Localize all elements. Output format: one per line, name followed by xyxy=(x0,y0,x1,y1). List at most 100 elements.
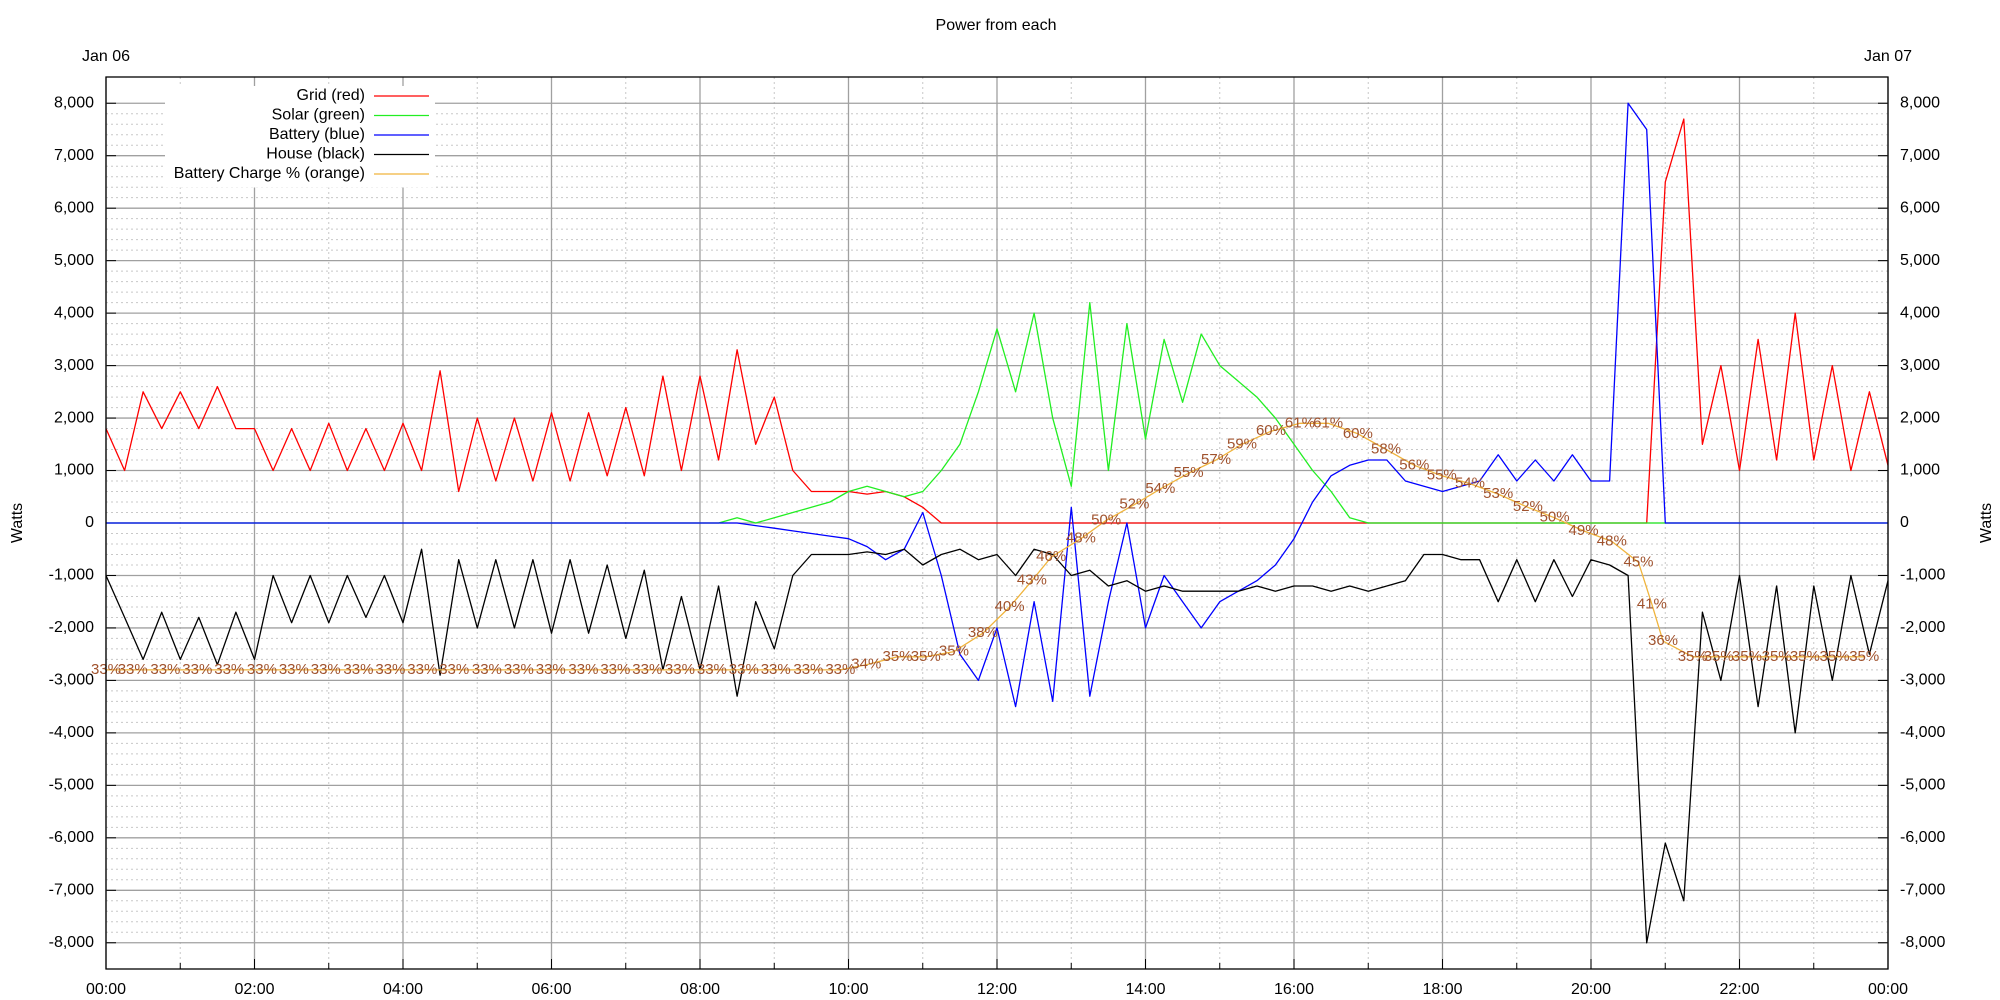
x-tick-label: 18:00 xyxy=(1422,981,1462,998)
y2-tick-label: 5,000 xyxy=(1900,252,1940,269)
y2-tick-label: 1,000 xyxy=(1900,462,1940,479)
data-label: 54% xyxy=(1455,475,1485,492)
legend-label: Solar (green) xyxy=(272,107,365,124)
y-tick-label: 7,000 xyxy=(54,147,94,164)
data-label: 35% xyxy=(1678,648,1708,665)
y-tick-label: -7,000 xyxy=(49,882,94,899)
data-label: 61% xyxy=(1285,414,1315,431)
data-label: 35% xyxy=(911,648,941,665)
y-tick-label: 6,000 xyxy=(54,199,94,216)
data-label: 33% xyxy=(697,661,727,678)
y2-tick-label: 3,000 xyxy=(1900,357,1940,374)
data-label: 33% xyxy=(343,661,373,678)
data-label: 33% xyxy=(279,661,309,678)
data-label: 38% xyxy=(968,624,998,641)
data-label: 58% xyxy=(1371,441,1401,458)
x-tick-label: 06:00 xyxy=(531,981,571,998)
x-tick-label: 00:00 xyxy=(86,981,126,998)
legend-label: House (black) xyxy=(266,146,365,163)
y-tick-label: -1,000 xyxy=(49,567,94,584)
y2-tick-label: 2,000 xyxy=(1900,409,1940,426)
data-label: 33% xyxy=(311,661,341,678)
data-label: 48% xyxy=(1066,530,1096,547)
y2-tick-label: -2,000 xyxy=(1900,619,1945,636)
data-label: 35% xyxy=(1704,648,1734,665)
x-tick-label: 04:00 xyxy=(383,981,423,998)
data-label: 50% xyxy=(1540,509,1570,526)
y-tick-label: 2,000 xyxy=(54,409,94,426)
data-label: 33% xyxy=(472,661,502,678)
data-label: 36% xyxy=(1648,632,1678,649)
y2-tick-label: -3,000 xyxy=(1900,672,1945,689)
data-label: 60% xyxy=(1343,425,1373,442)
data-label: 33% xyxy=(793,661,823,678)
x-tick-label: 12:00 xyxy=(977,981,1017,998)
y2-tick-label: 7,000 xyxy=(1900,147,1940,164)
y2-tick-label: -7,000 xyxy=(1900,882,1945,899)
y2-tick-label: -5,000 xyxy=(1900,777,1945,794)
legend-label: Grid (red) xyxy=(297,87,365,104)
data-label: 50% xyxy=(1091,511,1121,528)
data-label: 52% xyxy=(1119,496,1149,513)
y2-tick-label: -4,000 xyxy=(1900,724,1945,741)
data-label: 33% xyxy=(729,661,759,678)
data-label: 35% xyxy=(1849,648,1879,665)
y2-tick-label: -6,000 xyxy=(1900,829,1945,846)
legend-box xyxy=(165,86,435,188)
data-label: 33% xyxy=(407,661,437,678)
legend-label: Battery Charge % (orange) xyxy=(174,165,365,182)
data-label: 33% xyxy=(825,661,855,678)
x-tick-label: 20:00 xyxy=(1571,981,1611,998)
data-label: 49% xyxy=(1569,522,1599,539)
data-label: 45% xyxy=(1624,553,1654,570)
data-label: 33% xyxy=(600,661,630,678)
x2-tick-label: Jan 06 xyxy=(82,48,130,65)
y-tick-label: -8,000 xyxy=(49,934,94,951)
chart-title: Power from each xyxy=(936,17,1057,34)
legend-label: Battery (blue) xyxy=(269,126,365,143)
data-label: 33% xyxy=(150,661,180,678)
x2-tick-label: Jan 07 xyxy=(1864,48,1912,65)
y2-tick-label: 4,000 xyxy=(1900,304,1940,321)
y-tick-label: -6,000 xyxy=(49,829,94,846)
data-label: 33% xyxy=(665,661,695,678)
data-label: 56% xyxy=(1399,456,1429,473)
y-tick-label: 1,000 xyxy=(54,462,94,479)
y2-tick-label: -8,000 xyxy=(1900,934,1945,951)
x-tick-label: 08:00 xyxy=(680,981,720,998)
data-label: 33% xyxy=(247,661,277,678)
data-label: 33% xyxy=(568,661,598,678)
y2-tick-label: 6,000 xyxy=(1900,199,1940,216)
y-tick-label: 8,000 xyxy=(54,94,94,111)
x-tick-label: 22:00 xyxy=(1719,981,1759,998)
data-label: 33% xyxy=(182,661,212,678)
y-tick-label: -5,000 xyxy=(49,777,94,794)
data-label: 52% xyxy=(1513,498,1543,515)
series-line xyxy=(106,422,1865,671)
y2-axis-label: Watts xyxy=(1978,503,1995,543)
data-label: 33% xyxy=(536,661,566,678)
data-label: 33% xyxy=(632,661,662,678)
data-label: 53% xyxy=(1483,485,1513,502)
data-label: 35% xyxy=(939,643,969,660)
data-label: 41% xyxy=(1637,595,1667,612)
x-tick-label: 14:00 xyxy=(1125,981,1165,998)
series-line xyxy=(105,548,1889,944)
data-label: 33% xyxy=(504,661,534,678)
x-tick-label: 00:00 xyxy=(1868,981,1908,998)
data-label: 55% xyxy=(1427,467,1457,484)
data-label: 60% xyxy=(1256,422,1286,439)
x-tick-label: 10:00 xyxy=(828,981,868,998)
data-label: 35% xyxy=(1820,648,1850,665)
series-line xyxy=(106,102,1888,708)
y-tick-label: -4,000 xyxy=(49,724,94,741)
data-label: 55% xyxy=(1174,464,1204,481)
y2-tick-label: 8,000 xyxy=(1900,94,1940,111)
data-label: 35% xyxy=(882,648,912,665)
y-tick-label: 4,000 xyxy=(54,304,94,321)
y-tick-label: -3,000 xyxy=(49,672,94,689)
plot-border xyxy=(105,76,1889,970)
y-axis-label: Watts xyxy=(9,503,26,543)
data-label: 33% xyxy=(375,661,405,678)
